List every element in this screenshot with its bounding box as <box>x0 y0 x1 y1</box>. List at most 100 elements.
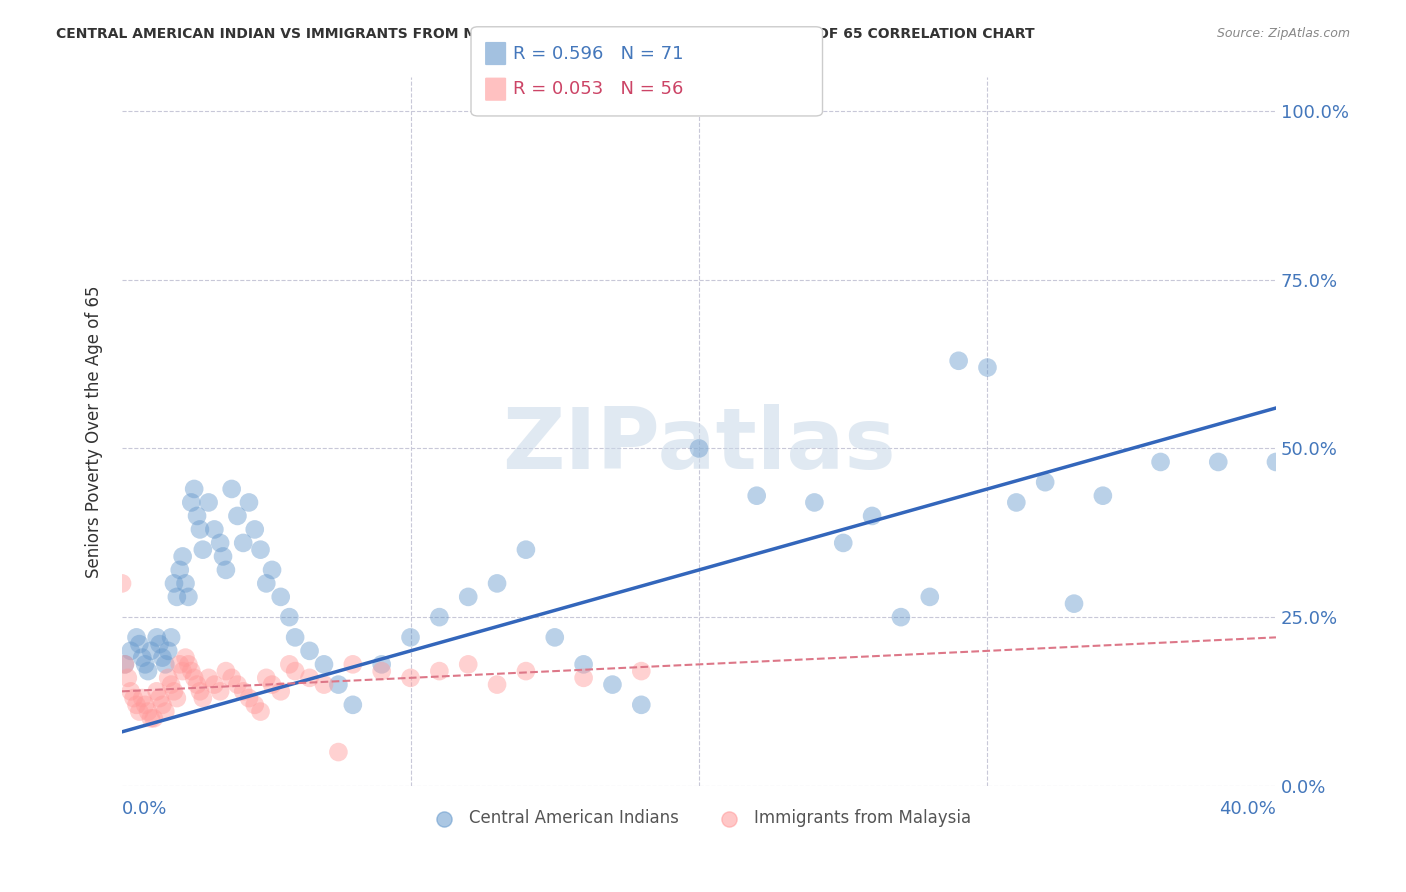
Point <box>312 657 335 672</box>
Point <box>212 549 235 564</box>
Point <box>1033 475 1056 490</box>
Point <box>370 657 392 672</box>
Point <box>243 698 266 712</box>
Point <box>163 684 186 698</box>
Point <box>136 705 159 719</box>
Text: CENTRAL AMERICAN INDIAN VS IMMIGRANTS FROM MALAYSIA SENIORS POVERTY OVER THE AGE: CENTRAL AMERICAN INDIAN VS IMMIGRANTS FR… <box>56 27 1035 41</box>
Point <box>1149 455 1171 469</box>
Point <box>139 644 162 658</box>
Point <box>125 698 148 712</box>
Point <box>134 657 156 672</box>
Point <box>215 664 238 678</box>
Text: R = 0.596   N = 71: R = 0.596 N = 71 <box>513 45 683 62</box>
Point <box>630 698 652 712</box>
Point <box>457 590 479 604</box>
Point <box>128 637 150 651</box>
Point <box>948 353 970 368</box>
Point <box>166 590 188 604</box>
Point <box>145 631 167 645</box>
Point <box>142 711 165 725</box>
Point <box>249 705 271 719</box>
Point <box>238 691 260 706</box>
Point <box>160 631 183 645</box>
Point <box>136 664 159 678</box>
Point <box>298 644 321 658</box>
Text: 40.0%: 40.0% <box>1219 800 1277 818</box>
Point <box>284 664 307 678</box>
Point <box>183 482 205 496</box>
Point <box>197 495 219 509</box>
Point <box>152 698 174 712</box>
Point <box>544 631 567 645</box>
Point <box>186 677 208 691</box>
Point <box>232 536 254 550</box>
Point <box>221 482 243 496</box>
Point <box>120 644 142 658</box>
Point <box>157 671 180 685</box>
Point <box>172 664 194 678</box>
Point <box>131 650 153 665</box>
Point <box>128 705 150 719</box>
Text: 0.0%: 0.0% <box>122 800 167 818</box>
Point <box>215 563 238 577</box>
Point <box>166 691 188 706</box>
Point <box>370 664 392 678</box>
Point <box>114 657 136 672</box>
Point <box>457 657 479 672</box>
Text: Source: ZipAtlas.com: Source: ZipAtlas.com <box>1216 27 1350 40</box>
Point <box>399 671 422 685</box>
Point <box>120 684 142 698</box>
Point <box>148 691 170 706</box>
Point <box>186 508 208 523</box>
Point <box>209 536 232 550</box>
Point <box>803 495 825 509</box>
Point <box>188 684 211 698</box>
Point <box>328 745 350 759</box>
Point <box>270 590 292 604</box>
Point <box>169 657 191 672</box>
Point <box>890 610 912 624</box>
Point <box>342 657 364 672</box>
Point <box>122 691 145 706</box>
Point <box>976 360 998 375</box>
Point <box>486 576 509 591</box>
Point <box>174 650 197 665</box>
Point <box>254 576 277 591</box>
Point <box>145 684 167 698</box>
Point <box>486 677 509 691</box>
Point <box>1206 455 1229 469</box>
Point <box>427 664 450 678</box>
Point <box>515 542 537 557</box>
Point <box>745 489 768 503</box>
Point <box>191 691 214 706</box>
Point <box>221 671 243 685</box>
Point <box>188 523 211 537</box>
Point <box>249 542 271 557</box>
Point <box>134 698 156 712</box>
Point <box>312 677 335 691</box>
Point <box>172 549 194 564</box>
Point <box>226 677 249 691</box>
Point <box>160 677 183 691</box>
Y-axis label: Seniors Poverty Over the Age of 65: Seniors Poverty Over the Age of 65 <box>86 285 103 578</box>
Point <box>243 523 266 537</box>
Point <box>832 536 855 550</box>
Point <box>180 664 202 678</box>
Point <box>139 711 162 725</box>
Point <box>630 664 652 678</box>
Point <box>918 590 941 604</box>
Point <box>111 576 134 591</box>
Point <box>183 671 205 685</box>
Point <box>209 684 232 698</box>
Point <box>177 590 200 604</box>
Point <box>860 508 883 523</box>
Point <box>260 563 283 577</box>
Point <box>572 671 595 685</box>
Point <box>254 671 277 685</box>
Point <box>202 523 225 537</box>
Point <box>270 684 292 698</box>
Point <box>191 542 214 557</box>
Text: R = 0.053   N = 56: R = 0.053 N = 56 <box>513 80 683 98</box>
Point <box>342 698 364 712</box>
Point <box>197 671 219 685</box>
